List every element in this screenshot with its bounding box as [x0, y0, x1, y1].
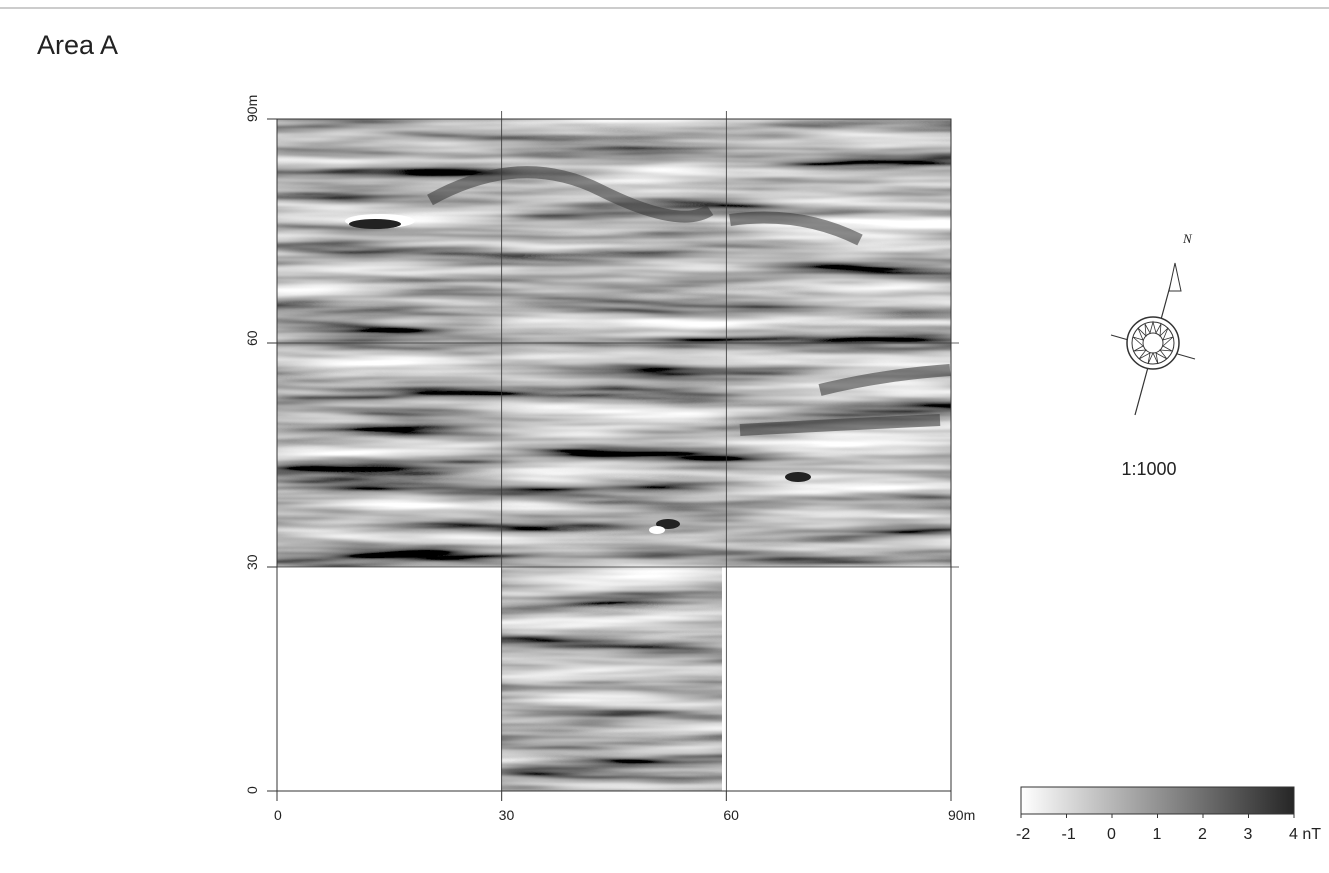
- colorbar-tick-label: 2: [1198, 826, 1207, 843]
- y-tick-label: 30: [244, 554, 260, 570]
- survey-bottom: [501, 567, 722, 791]
- colorbar-tick-label: -1: [1062, 826, 1076, 843]
- north-arrow: N: [1111, 231, 1195, 415]
- colorbar-tick-label: 0: [1107, 826, 1116, 843]
- anomaly: [649, 526, 665, 534]
- x-tick-label: 90m: [948, 807, 975, 823]
- y-tick-label: 60: [244, 330, 260, 346]
- x-tick-label: 0: [274, 807, 282, 823]
- colorbar-tick-label: 4 nT: [1289, 826, 1321, 843]
- north-label: N: [1182, 231, 1193, 246]
- anomaly: [349, 219, 401, 229]
- anomaly: [785, 472, 811, 482]
- colorbar-tick-label: 1: [1153, 826, 1162, 843]
- colorbar: [1021, 787, 1294, 814]
- x-tick-label: 60: [723, 807, 739, 823]
- page: Area A N 1:1000 0 30 60 90m 0 30 60 90m -2 -1 0 1 2 3…: [0, 0, 1329, 873]
- x-tick-label: 30: [499, 807, 515, 823]
- y-tick-label: 90m: [244, 95, 260, 122]
- colorbar-tick-label: 3: [1244, 826, 1253, 843]
- y-tick-label: 0: [244, 786, 260, 794]
- scale-label: 1:1000: [1121, 459, 1176, 479]
- survey-data: [277, 119, 951, 791]
- colorbar-tick-label: -2: [1016, 826, 1030, 843]
- title: Area A: [37, 30, 118, 60]
